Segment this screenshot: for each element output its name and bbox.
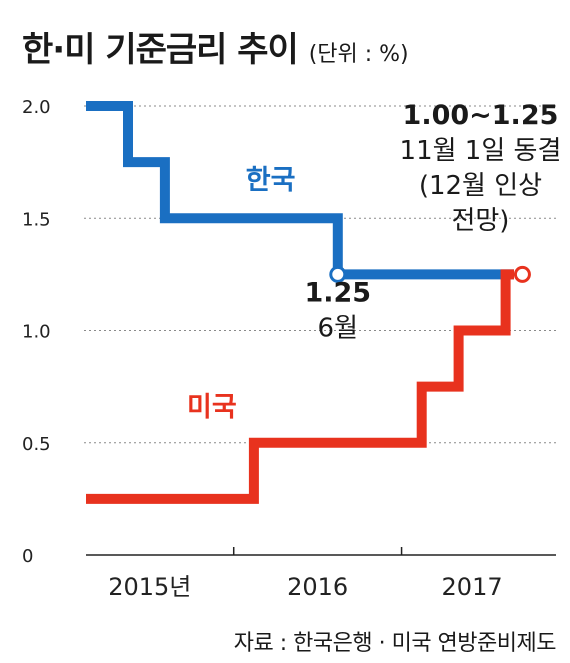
annotation-line: 1.25 [304,277,371,308]
y-tick-label: 0.5 [22,434,51,455]
chart-title: 한·미 기준금리 추이 (단위 : %) [22,22,409,71]
series-marker [329,265,347,283]
title-text: 한·미 기준금리 추이 [22,30,299,70]
annotation-line: 전망) [451,206,509,236]
series-marker [513,265,531,283]
series-label: 미국 [187,392,237,423]
x-tick-label: 2016 [287,573,348,601]
series-line [86,101,514,280]
annotation-line: (12월 인상 [419,171,542,201]
source-note: 자료 : 한국은행 · 미국 연방준비제도 [233,631,557,656]
annotation-line: 6월 [318,313,358,343]
y-tick-label: 2.0 [22,97,51,118]
unit-label: (단위 : %) [308,42,409,67]
y-tick-label: 1.5 [22,209,51,230]
series-label: 한국 [246,165,296,196]
x-tick-label: 2015년 [108,573,191,601]
y-tick-label: 1.0 [22,322,51,343]
annotation-line: 1.00~1.25 [403,100,559,131]
series-line [86,269,514,504]
x-tick-label: 2017 [442,573,503,601]
annotation-line: 11월 1일 동결 [400,136,562,166]
y-tick-label: 0 [22,546,33,567]
